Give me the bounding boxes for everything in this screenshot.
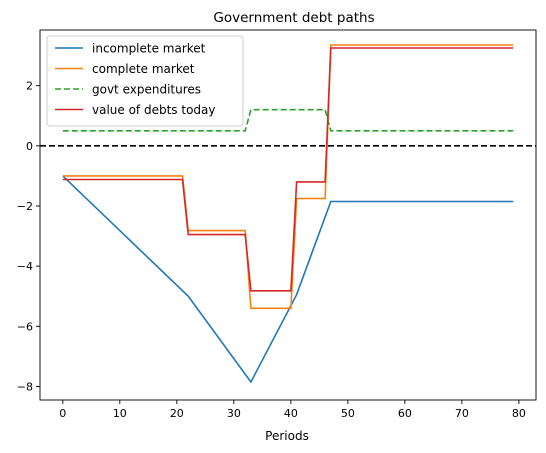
y-tick-label: 0 [26,140,33,153]
y-tick-label: −6 [17,320,33,333]
chart-title: Government debt paths [213,10,374,26]
x-axis-label: Periods [265,429,309,443]
legend-label-govt-expenditures: govt expenditures [92,83,201,97]
plot-frame [39,29,537,401]
x-tick-label: 60 [398,407,412,420]
series-line-value-of-debts-today [62,47,514,292]
x-tick-label: 70 [455,407,469,420]
legend-box [46,35,244,127]
y-tick-label: −2 [17,200,33,213]
legend: incomplete market complete market govt exp… [46,35,244,127]
x-tick-label: 80 [512,407,526,420]
x-tick-label: 50 [341,407,355,420]
plot-area: 0 10 20 30 40 50 60 70 80 −8 −6 −4 −2 0 2 incomplete ma… [17,29,537,420]
x-tick-label: 10 [113,407,127,420]
legend-label-complete-market: complete market [92,62,195,76]
x-tick-label: 0 [59,407,66,420]
series-line-incomplete-market [62,175,514,384]
x-tick-label: 30 [227,407,241,420]
x-tick-label: 40 [284,407,298,420]
x-tick-label: 20 [170,407,184,420]
y-tick-label: −4 [17,260,33,273]
y-tick-label: −8 [17,380,33,393]
y-tick-label: 2 [26,80,33,93]
legend-label-value-of-debts-today: value of debts today [92,103,215,117]
legend-label-incomplete-market: incomplete market [92,42,206,56]
